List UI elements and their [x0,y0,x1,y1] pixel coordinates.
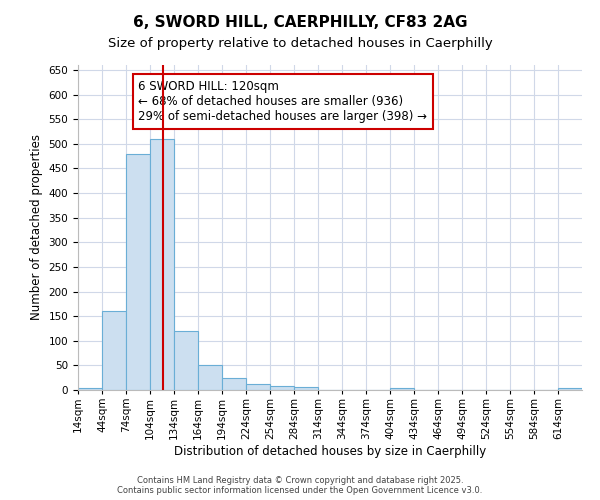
X-axis label: Distribution of detached houses by size in Caerphilly: Distribution of detached houses by size … [174,444,486,458]
Bar [390,388,414,390]
Bar [174,331,198,390]
Bar [558,388,582,390]
Text: 6 SWORD HILL: 120sqm
← 68% of detached houses are smaller (936)
29% of semi-deta: 6 SWORD HILL: 120sqm ← 68% of detached h… [139,80,427,122]
Bar [126,154,150,390]
Bar [246,384,270,390]
Text: Contains HM Land Registry data © Crown copyright and database right 2025.
Contai: Contains HM Land Registry data © Crown c… [118,476,482,495]
Text: Size of property relative to detached houses in Caerphilly: Size of property relative to detached ho… [107,38,493,51]
Bar [294,386,318,390]
Bar [150,139,174,390]
Text: 6, SWORD HILL, CAERPHILLY, CF83 2AG: 6, SWORD HILL, CAERPHILLY, CF83 2AG [133,15,467,30]
Bar [270,386,294,390]
Y-axis label: Number of detached properties: Number of detached properties [30,134,43,320]
Bar [78,388,102,390]
Bar [198,366,222,390]
Bar [222,378,246,390]
Bar [102,311,126,390]
